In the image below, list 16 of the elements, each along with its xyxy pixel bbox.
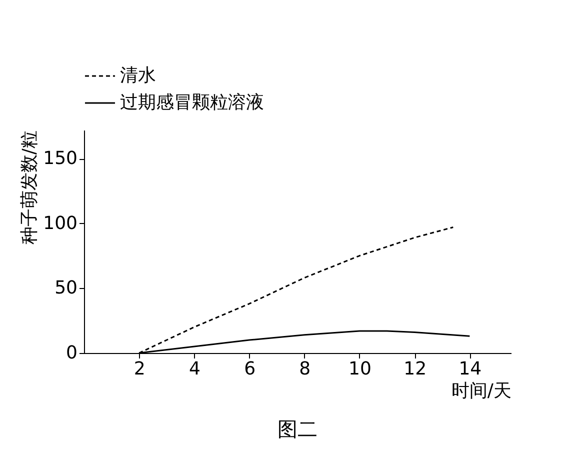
y-tick-label: 150 [43,148,78,170]
legend-label: 清水 [120,65,156,86]
x-tick-label: 8 [299,358,311,380]
x-tick-label: 6 [244,358,256,380]
x-tick-label: 2 [134,358,146,380]
x-axis-title: 时间/天 [451,380,512,402]
x-tick-label: 10 [348,358,372,380]
text: 图二 [278,417,318,441]
x-tick-label: 4 [188,358,200,380]
y-tick-label: 100 [43,212,78,234]
y-axis-title: 种子萌发数/粒 [19,130,40,245]
legend-label: 过期感冒颗粒溶液 [120,92,264,113]
y-tick-label: 0 [66,342,78,364]
y-tick-label: 50 [54,278,78,299]
x-tick-label: 14 [458,358,482,380]
x-tick-label: 12 [404,358,427,380]
